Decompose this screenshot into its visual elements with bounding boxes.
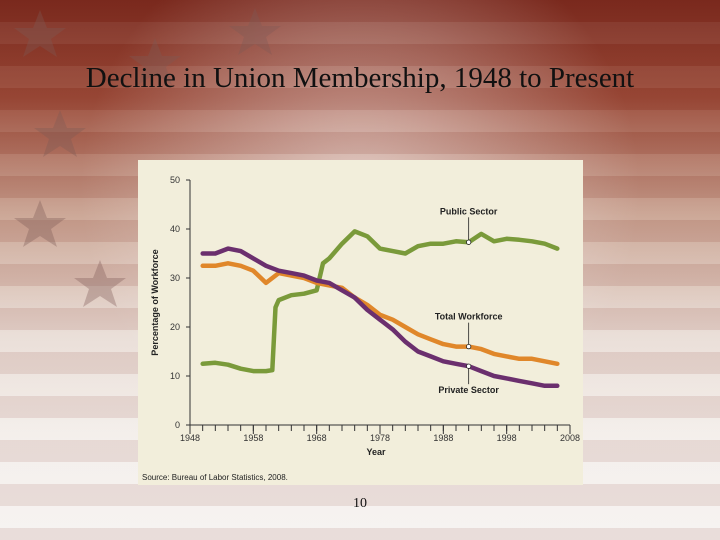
- annotation-marker: [466, 363, 472, 369]
- y-tick-label: 0: [175, 420, 180, 430]
- x-tick-label: 1988: [433, 433, 453, 443]
- page-number: 10: [353, 496, 367, 511]
- y-tick-label: 50: [170, 175, 180, 185]
- annotation-label: Total Workforce: [435, 312, 503, 322]
- annotation-label: Private Sector: [438, 385, 499, 395]
- line-chart: 0 10 20 30 40 50 1948 1958 1968 1978 1988 1998 2008 Y…: [150, 175, 580, 457]
- annotation-marker: [466, 344, 472, 350]
- y-tick-label: 10: [170, 371, 180, 381]
- x-tick-label: 1948: [180, 433, 200, 443]
- y-axis-label: Percentage of Workforce: [150, 249, 160, 355]
- annotation-marker: [466, 239, 472, 245]
- star-icon: [14, 10, 66, 57]
- y-tick-label: 40: [170, 224, 180, 234]
- slide-title: Decline in Union Membership, 1948 to Pre…: [85, 62, 635, 94]
- star-icon: [74, 260, 126, 307]
- x-tick-label: 1978: [370, 433, 390, 443]
- x-axis-label: Year: [366, 447, 386, 457]
- series-line-total-workforce: [200, 261, 560, 367]
- y-tick-label: 30: [170, 273, 180, 283]
- annotation-label: Public Sector: [440, 206, 498, 216]
- star-icon: [229, 8, 281, 55]
- series-line-private-sector: [200, 246, 560, 389]
- star-icon: [34, 110, 86, 157]
- x-tick-label: 1958: [243, 433, 263, 443]
- series-line-public-sector: [200, 229, 560, 374]
- x-tick-label: 2008: [560, 433, 580, 443]
- chart-panel: 0 10 20 30 40 50 1948 1958 1968 1978 1988 1998 2008 Y…: [138, 160, 583, 485]
- star-icon: [14, 200, 66, 247]
- x-tick-label: 1998: [497, 433, 517, 443]
- chart-source-note: Source: Bureau of Labor Statistics, 2008…: [142, 473, 288, 482]
- x-tick-label: 1968: [307, 433, 327, 443]
- y-tick-label: 20: [170, 322, 180, 332]
